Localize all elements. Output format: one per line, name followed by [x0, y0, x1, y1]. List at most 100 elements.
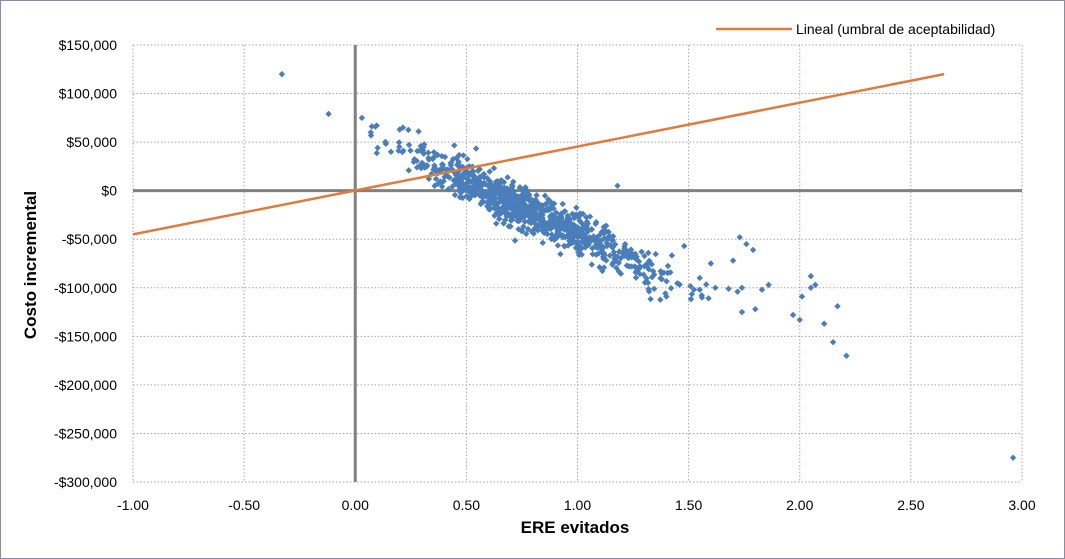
data-point — [749, 246, 757, 254]
data-point — [421, 141, 428, 148]
data-point — [712, 284, 719, 291]
data-point — [734, 288, 741, 295]
data-point — [515, 226, 522, 233]
data-point — [468, 190, 475, 197]
data-point — [843, 352, 850, 359]
data-point — [1009, 454, 1017, 461]
data-point — [643, 261, 650, 269]
data-point — [543, 223, 550, 230]
data-point — [548, 223, 556, 230]
data-point — [599, 267, 606, 275]
data-point — [568, 224, 576, 232]
data-point — [501, 216, 509, 224]
data-point — [425, 149, 432, 156]
data-point — [570, 221, 577, 229]
data-point — [625, 263, 633, 270]
data-point — [658, 270, 665, 277]
data-point — [484, 175, 491, 182]
data-point — [632, 274, 640, 281]
data-point — [526, 213, 534, 221]
data-point — [434, 180, 442, 188]
data-point — [617, 255, 625, 262]
data-point — [510, 178, 517, 185]
data-point — [548, 201, 555, 208]
data-point — [603, 257, 610, 264]
data-point — [581, 240, 588, 247]
data-point — [580, 231, 587, 239]
x-tick-label: 1.00 — [564, 497, 591, 513]
data-point — [725, 285, 732, 292]
data-point — [374, 144, 381, 152]
data-point — [438, 152, 446, 160]
data-point — [566, 216, 573, 224]
data-point — [472, 145, 480, 152]
data-point — [387, 148, 395, 155]
data-point — [570, 226, 578, 234]
data-point — [550, 205, 557, 212]
data-point — [382, 138, 389, 146]
data-point — [612, 257, 620, 264]
data-point — [572, 230, 579, 237]
data-point — [664, 262, 672, 270]
data-point — [698, 294, 706, 301]
data-point — [488, 185, 496, 193]
data-point — [573, 204, 580, 211]
data-point — [616, 248, 623, 255]
data-point — [564, 215, 571, 222]
data-point — [611, 241, 619, 248]
data-point — [476, 191, 483, 199]
data-point — [481, 179, 488, 187]
data-point — [614, 253, 621, 260]
data-point — [528, 228, 536, 235]
data-point — [460, 152, 467, 159]
data-point — [367, 129, 375, 136]
x-tick-label: 1.50 — [675, 497, 702, 513]
data-point — [486, 168, 493, 175]
data-point — [405, 141, 413, 149]
data-point — [609, 237, 616, 244]
data-point — [798, 293, 806, 300]
data-point — [663, 293, 670, 300]
data-point — [592, 218, 600, 226]
data-point — [585, 241, 592, 249]
data-point — [506, 204, 513, 211]
y-tick-label: -$100,000 — [54, 280, 117, 296]
data-point — [588, 261, 595, 268]
data-point — [696, 274, 703, 282]
data-point — [491, 212, 498, 219]
data-point — [586, 213, 594, 220]
x-tick-labels: -1.00 -0.50 0.00 0.50 1.00 1.50 2.00 2.50 3.00 — [117, 497, 1036, 513]
data-point — [501, 191, 508, 198]
data-point — [602, 227, 609, 234]
data-point — [423, 163, 431, 170]
data-point — [568, 239, 575, 247]
data-point — [579, 225, 586, 232]
data-point — [577, 243, 584, 251]
data-point — [550, 220, 557, 228]
data-point — [590, 234, 598, 242]
data-point — [493, 220, 500, 227]
data-point — [705, 295, 712, 302]
threshold-line — [132, 72, 945, 236]
legend: Lineal (umbral de aceptabilidad) — [716, 21, 995, 37]
data-point — [593, 243, 600, 250]
data-point — [539, 239, 546, 247]
data-point — [500, 220, 507, 227]
data-point — [690, 286, 698, 293]
data-point — [547, 220, 554, 227]
data-point — [834, 303, 841, 310]
data-point — [648, 261, 655, 268]
data-point — [582, 244, 589, 251]
data-point — [542, 200, 550, 207]
data-point — [476, 166, 483, 173]
data-point — [688, 290, 696, 298]
threshold-line-path — [132, 72, 945, 236]
data-point — [588, 226, 595, 233]
data-point — [463, 192, 470, 200]
data-point — [548, 211, 555, 218]
data-point — [534, 223, 541, 231]
data-point — [482, 191, 489, 199]
data-point — [542, 206, 550, 213]
data-point — [522, 212, 529, 219]
data-point — [600, 264, 608, 271]
